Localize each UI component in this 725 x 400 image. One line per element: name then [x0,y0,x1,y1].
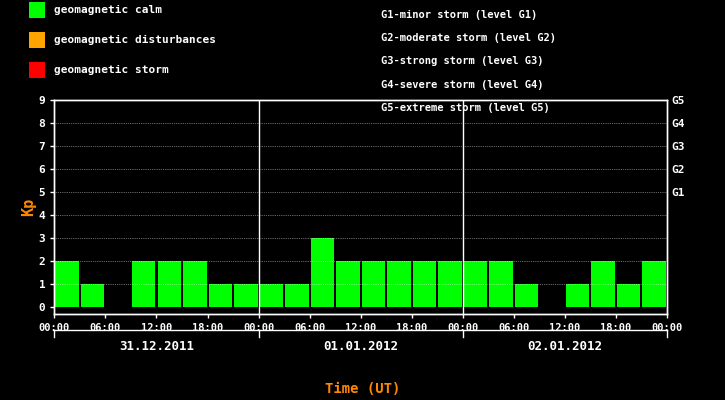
Bar [209,284,232,307]
Bar [55,261,79,307]
Bar [234,284,257,307]
Bar [566,284,589,307]
Text: G1-minor storm (level G1): G1-minor storm (level G1) [381,10,537,20]
Bar [362,261,385,307]
Bar [617,284,640,307]
Bar [515,284,539,307]
Text: 01.01.2012: 01.01.2012 [323,340,398,353]
Text: geomagnetic storm: geomagnetic storm [54,65,168,75]
Text: geomagnetic calm: geomagnetic calm [54,5,162,15]
Bar [157,261,181,307]
Bar [336,261,360,307]
Bar [285,284,309,307]
Bar [81,284,104,307]
Bar [464,261,487,307]
Bar [387,261,411,307]
Bar [413,261,436,307]
Text: G2-moderate storm (level G2): G2-moderate storm (level G2) [381,33,555,43]
Bar [132,261,155,307]
Bar [260,284,283,307]
Text: geomagnetic disturbances: geomagnetic disturbances [54,35,215,45]
Bar [183,261,207,307]
Bar [489,261,513,307]
Text: 31.12.2011: 31.12.2011 [119,340,194,353]
Bar [642,261,666,307]
Bar [439,261,462,307]
Y-axis label: Kp: Kp [21,198,36,216]
Text: G3-strong storm (level G3): G3-strong storm (level G3) [381,56,543,66]
Bar [310,238,334,307]
Text: G5-extreme storm (level G5): G5-extreme storm (level G5) [381,103,550,113]
Text: G4-severe storm (level G4): G4-severe storm (level G4) [381,80,543,90]
Text: 02.01.2012: 02.01.2012 [527,340,602,353]
Bar [592,261,615,307]
Text: Time (UT): Time (UT) [325,382,400,396]
